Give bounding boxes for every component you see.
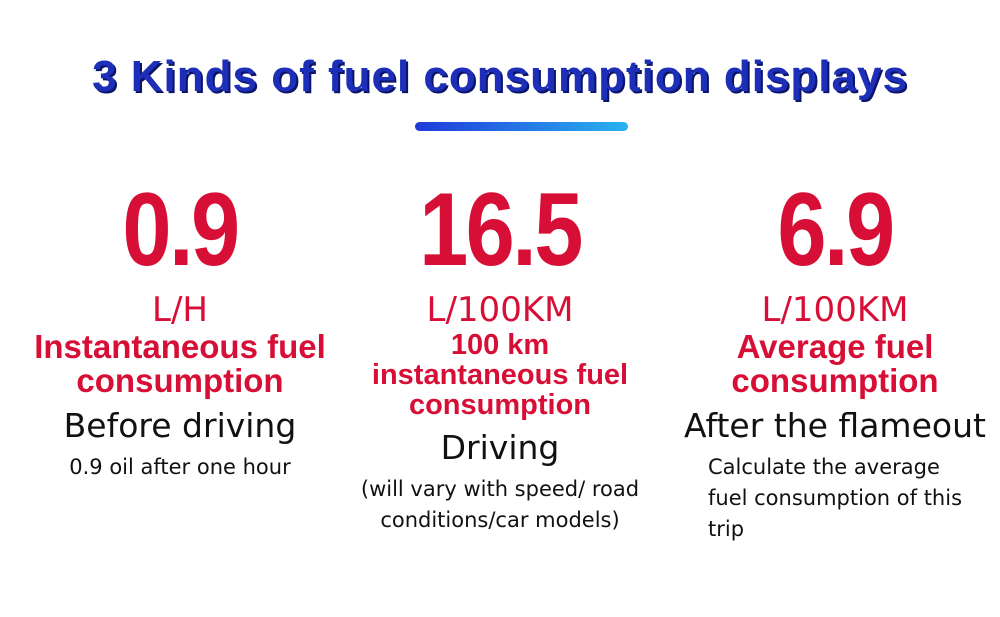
column: 16.5 L/100KM 100 km instantaneous fuel c… [335, 170, 665, 536]
label: 100 km instantaneous fuel consumption [371, 329, 629, 421]
note: (will vary with speed/ road conditions/c… [360, 477, 640, 532]
label: Average fuel consumption [731, 328, 939, 399]
note: 0.9 oil after one hour [69, 455, 291, 479]
title: 3 Kinds of fuel consumption displays [92, 52, 908, 101]
value: 0.9 [122, 172, 240, 288]
label: Instantaneous fuel consumption [34, 328, 326, 399]
unit: L/100KM [426, 290, 574, 330]
unit: L/H [152, 290, 208, 330]
stage: Driving [440, 428, 560, 467]
value: 6.9 [777, 172, 895, 288]
note: Calculate the average fuel consumption o… [708, 455, 963, 541]
unit: L/100KM [761, 290, 909, 330]
stage: After the flameout [684, 406, 986, 445]
column: 0.9 L/H Instantaneous fuel consumption B… [15, 170, 345, 483]
column: 6.9 L/100KM Average fuel consumption Aft… [670, 170, 1000, 545]
value: 16.5 [419, 172, 583, 288]
title-underline [415, 122, 628, 131]
stage: Before driving [63, 406, 297, 445]
